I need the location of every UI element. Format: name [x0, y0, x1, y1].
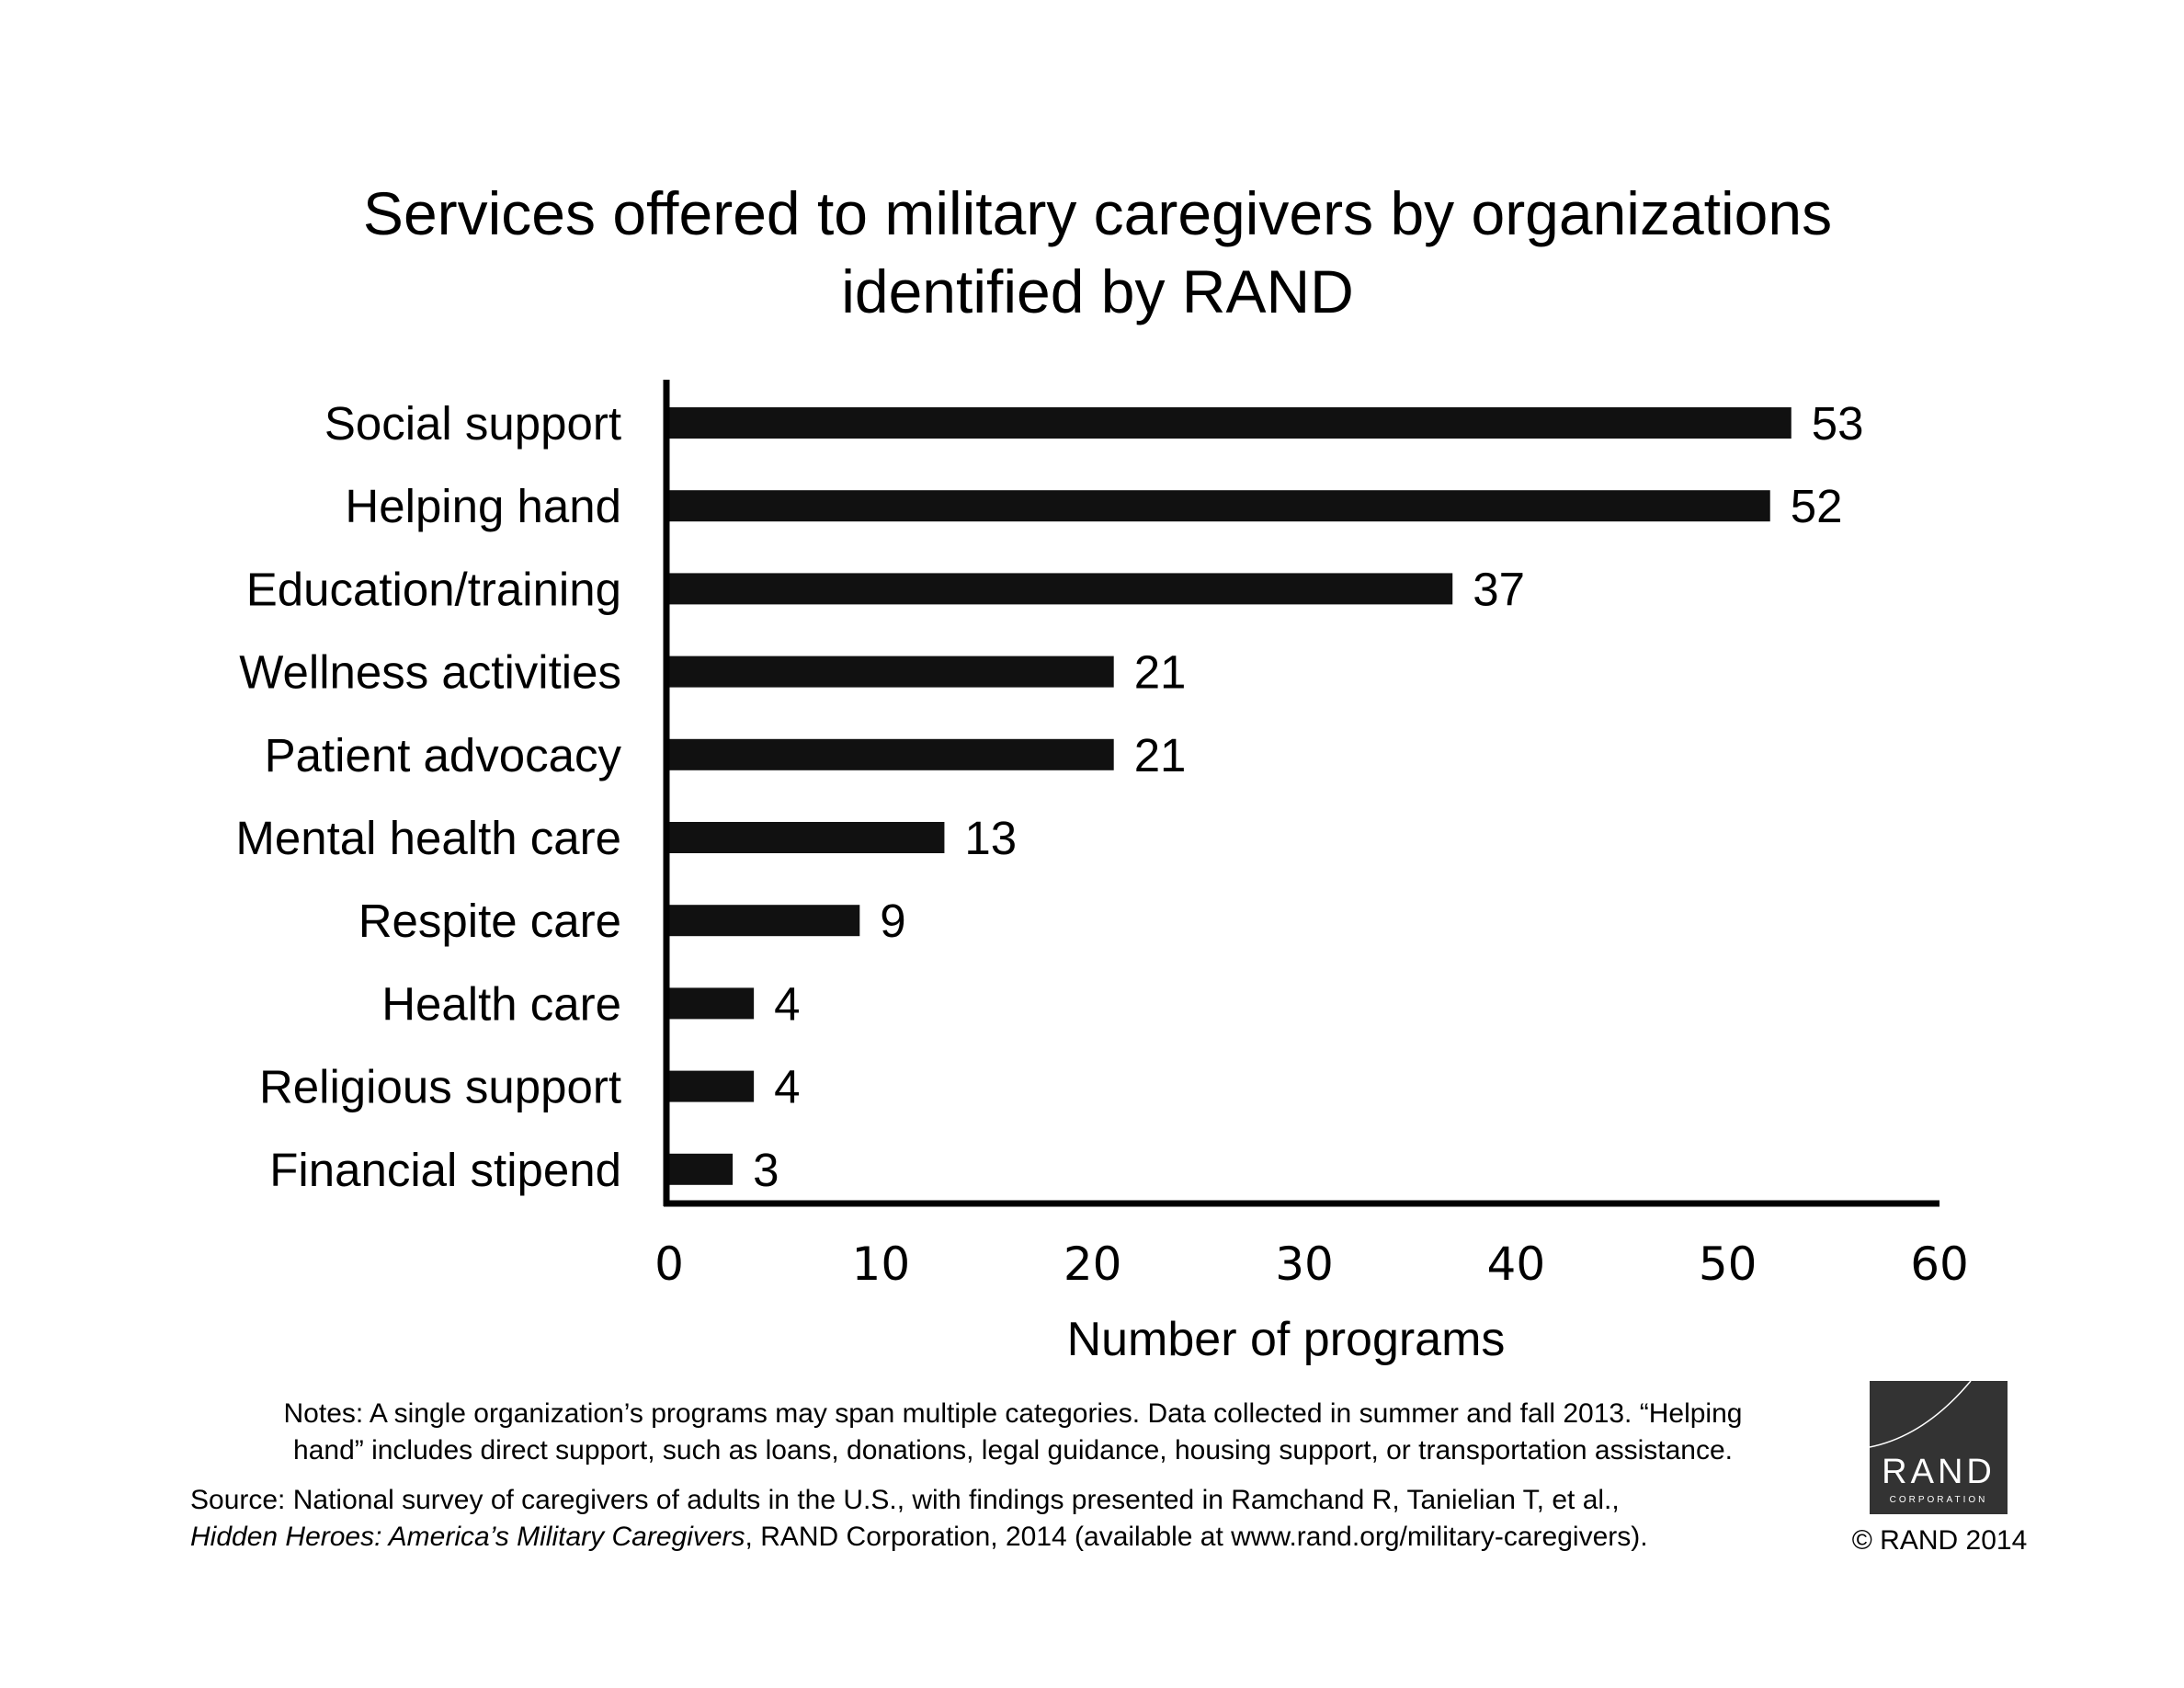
source-line-2-rest: , RAND Corporation, 2014 (available at w…	[745, 1522, 1648, 1552]
x-axis-title: Number of programs	[1067, 1313, 1506, 1366]
bar	[669, 1153, 734, 1185]
chart-title-line-1: Services offered to military caregivers …	[363, 179, 1832, 247]
category-label: Health care	[381, 977, 621, 1030]
x-tick-label: 50	[1699, 1237, 1757, 1291]
bar	[669, 905, 860, 937]
source-line-1: Source: National survey of caregivers of…	[190, 1485, 1620, 1515]
chart-title-line-2: identified by RAND	[841, 257, 1354, 325]
data-label: 9	[880, 895, 905, 947]
category-label: Religious support	[259, 1061, 621, 1113]
bar	[669, 987, 755, 1020]
data-label: 4	[774, 1061, 800, 1113]
chart-notes: Notes: A single organization’s programs …	[190, 1396, 1836, 1469]
x-tick-label: 60	[1910, 1237, 1969, 1291]
category-label: Mental health care	[235, 812, 621, 864]
rand-logo-subtitle: CORPORATION	[1889, 1495, 1988, 1505]
data-label: 52	[1791, 480, 1843, 532]
data-label: 4	[774, 977, 800, 1030]
x-tick-label: 40	[1487, 1237, 1546, 1291]
x-tick-label: 30	[1275, 1237, 1334, 1291]
value-labels: 53 52 37 21 21 13 9 4 4 3	[753, 397, 1863, 1196]
chart-source: Source: National survey of caregivers of…	[190, 1482, 1836, 1556]
bar	[669, 738, 1114, 770]
x-tick-label: 0	[654, 1237, 684, 1291]
copyright-notice: © RAND 2014	[1851, 1525, 2028, 1556]
bar	[669, 1070, 755, 1102]
data-label: 3	[753, 1144, 779, 1196]
category-label: Wellness activities	[239, 646, 621, 699]
category-label: Education/training	[246, 563, 621, 615]
rand-logo-arc-icon	[1870, 1381, 1972, 1448]
bar	[669, 490, 1770, 522]
x-tick-label: 20	[1064, 1237, 1122, 1291]
x-tick-label: 10	[852, 1237, 911, 1291]
data-label: 13	[964, 812, 1017, 864]
bar	[669, 573, 1453, 605]
category-label: Social support	[324, 397, 621, 450]
data-label: 21	[1134, 729, 1187, 781]
source-book-title: Hidden Heroes: America’s Military Caregi…	[190, 1522, 745, 1552]
bars	[669, 407, 1792, 1185]
rand-logo: RAND CORPORATION	[1870, 1381, 2008, 1514]
source-line-2: Hidden Heroes: America’s Military Caregi…	[190, 1519, 1836, 1556]
data-label: 37	[1473, 563, 1525, 615]
category-label: Financial stipend	[269, 1144, 621, 1196]
rand-logo-name: RAND	[1882, 1453, 1996, 1491]
bar	[669, 656, 1114, 688]
notes-line-1: Notes: A single organization’s programs …	[283, 1398, 1743, 1429]
category-label: Respite care	[358, 895, 621, 947]
bar	[669, 822, 945, 853]
category-labels: Social support Helping hand Education/trai…	[235, 397, 621, 1196]
category-label: Helping hand	[345, 480, 621, 532]
data-label: 53	[1812, 397, 1864, 450]
data-label: 21	[1134, 646, 1187, 699]
bar	[669, 407, 1792, 439]
category-label: Patient advocacy	[265, 729, 622, 781]
x-tick-labels: 0 10 20 30 40 50 60	[654, 1237, 1969, 1291]
notes-line-2: hand” includes direct support, such as l…	[293, 1435, 1733, 1466]
